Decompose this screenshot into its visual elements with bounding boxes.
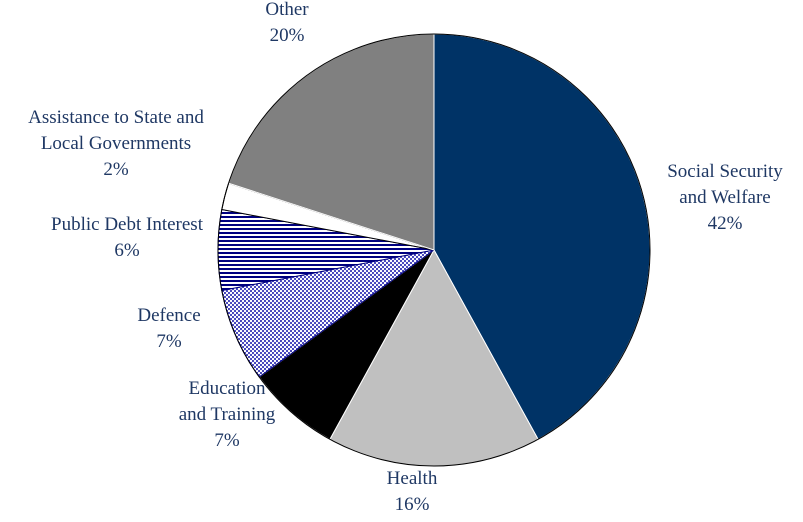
slice-value-label: 20% <box>270 25 305 46</box>
slice-label-education-and-training: Education and Training 7% <box>179 378 276 451</box>
slice-label-assistance-to-state-and-local-governments: Assistance to State and Local Governments… <box>28 107 204 180</box>
slice-value-label: 16% <box>395 494 430 515</box>
slice-name-line: Public Debt Interest <box>51 214 204 235</box>
slice-name-line: and Training <box>179 404 276 425</box>
slice-name-line: Other <box>265 0 309 20</box>
slice-label-other: Other 20% <box>265 0 309 46</box>
slice-value-label: 7% <box>156 331 182 352</box>
slice-label-health: Health 16% <box>387 468 438 515</box>
slice-name-line: Education <box>188 378 266 399</box>
slice-value-label: 7% <box>214 430 240 451</box>
pie-slices <box>217 33 651 467</box>
slice-name-line: Local Governments <box>41 133 191 154</box>
slice-label-defence: Defence 7% <box>137 305 200 352</box>
slice-name-line: and Welfare <box>679 187 770 208</box>
slice-label-social-security-and-welfare: Social Security and Welfare 42% <box>667 161 783 234</box>
pie-labels: Social Security and Welfare 42% Health 16% Ed… <box>28 0 783 515</box>
pie-outline <box>217 33 651 467</box>
slice-name-line: Social Security <box>667 161 783 182</box>
slice-name-line: Defence <box>137 305 200 326</box>
slice-label-public-debt-interest: Public Debt Interest 6% <box>51 214 204 261</box>
slice-name-line: Health <box>387 468 438 489</box>
slice-value-label: 2% <box>103 159 129 180</box>
slice-name-line: Assistance to State and <box>28 107 204 128</box>
slice-value-label: 6% <box>114 240 140 261</box>
slice-value-label: 42% <box>708 213 743 234</box>
